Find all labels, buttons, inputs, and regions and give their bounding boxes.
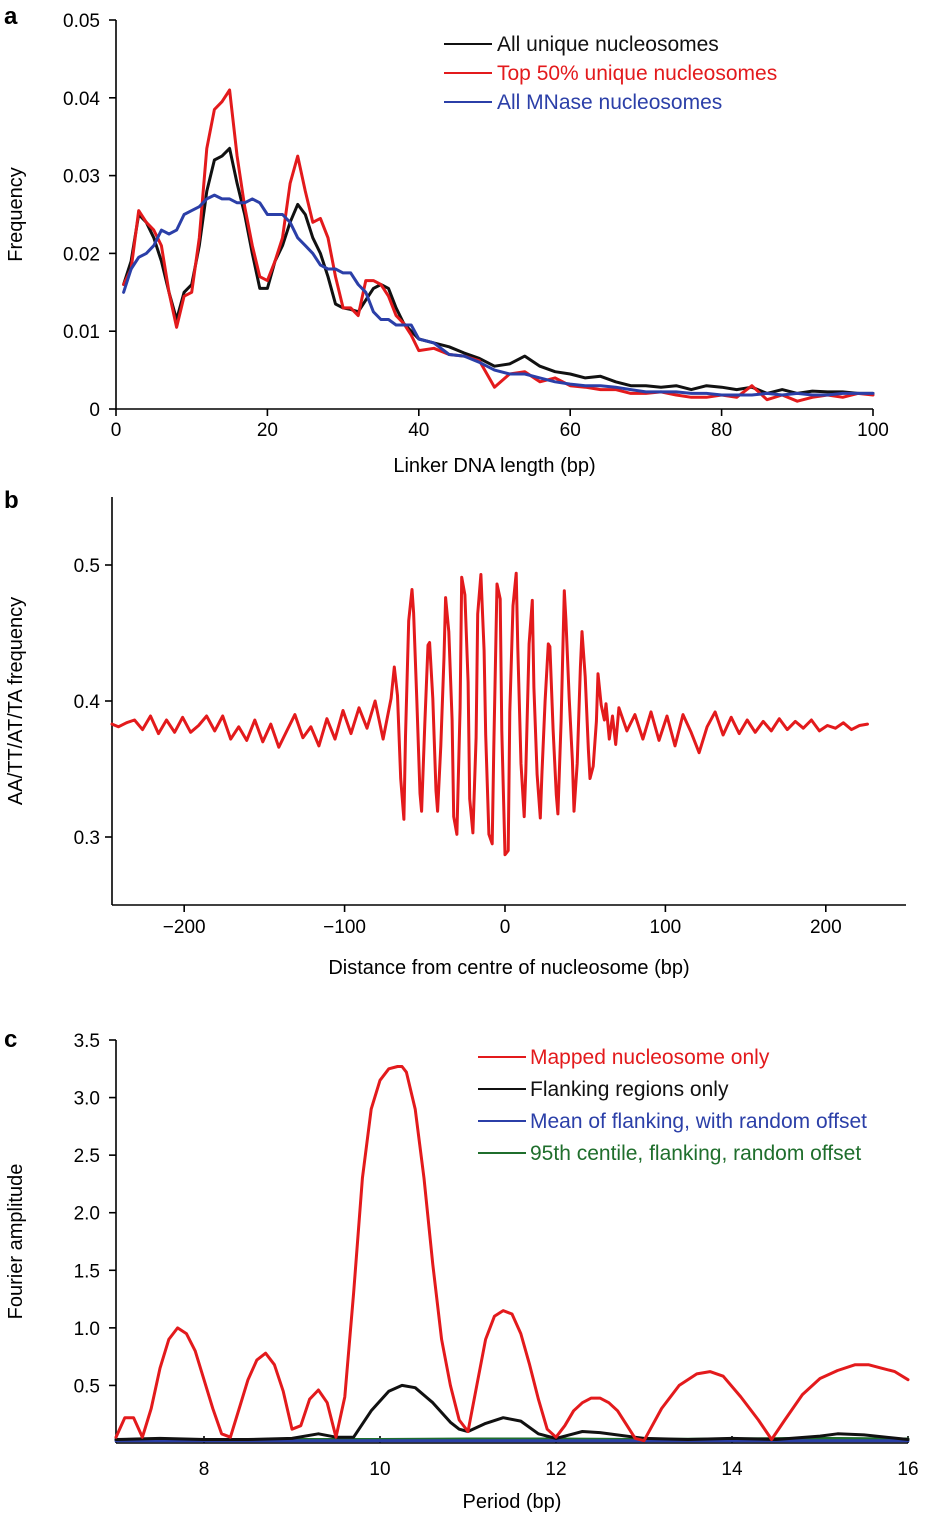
y-tick-label: 0.05 xyxy=(63,11,100,32)
y-tick-label: 0.02 xyxy=(63,244,100,265)
legend-label: Flanking regions only xyxy=(530,1078,729,1101)
legend-label: Mean of flanking, with random offset xyxy=(530,1110,867,1133)
panel-label-a: a xyxy=(4,3,18,30)
x-tick-label: 200 xyxy=(810,917,842,938)
x-tick-label: 100 xyxy=(857,420,889,441)
y-tick-label: 0.03 xyxy=(63,167,100,188)
x-tick-label: 100 xyxy=(650,917,682,938)
series-line xyxy=(114,1383,910,1441)
x-tick-label: 40 xyxy=(408,420,429,441)
series-line xyxy=(110,571,869,857)
x-tick-label: 12 xyxy=(545,1459,566,1480)
series-line xyxy=(114,1065,910,1443)
panel-b-chart: −200 −100 0 100 200 0.3 0.4 0.5 Distance from ce… xyxy=(5,497,906,979)
x-tick-label: 14 xyxy=(721,1459,743,1480)
legend-label: Mapped nucleosome only xyxy=(530,1046,770,1069)
y-axis-label: Frequency xyxy=(5,167,27,262)
x-tick-label: −200 xyxy=(163,917,206,938)
x-tick-label: −100 xyxy=(323,917,366,938)
x-axis-label: Distance from centre of nucleosome (bp) xyxy=(328,957,689,979)
y-axis-label: Fourier amplitude xyxy=(5,1164,27,1320)
panel-label-c: c xyxy=(4,1026,17,1053)
x-tick-label: 60 xyxy=(560,420,581,441)
x-tick-label: 0 xyxy=(500,917,511,938)
y-tick-label: 3.5 xyxy=(74,1031,100,1052)
legend-label: All unique nucleosomes xyxy=(497,33,719,56)
legend-label: Top 50% unique nucleosomes xyxy=(497,62,777,85)
legend-label: 95th centile, flanking, random offset xyxy=(530,1142,861,1165)
y-tick-label: 0.4 xyxy=(74,692,101,713)
y-tick-label: 0.3 xyxy=(74,828,100,849)
x-axis-label: Linker DNA length (bp) xyxy=(393,455,595,477)
panel-a-chart: 0 20 40 60 80 100 0 0.01 0.02 0.03 0.04 0.05 Linker … xyxy=(5,11,889,477)
x-axis-label: Period (bp) xyxy=(463,1491,562,1513)
x-tick-label: 16 xyxy=(897,1459,918,1480)
x-tick-label: 10 xyxy=(369,1459,390,1480)
y-tick-label: 3.0 xyxy=(74,1089,100,1110)
y-tick-label: 0 xyxy=(89,400,100,421)
y-tick-label: 0.5 xyxy=(74,1376,100,1397)
y-tick-label: 0.04 xyxy=(63,89,100,110)
y-axis-label: AA/TT/AT/TA frequency xyxy=(5,597,27,805)
series-line xyxy=(122,146,875,395)
x-tick-label: 20 xyxy=(257,420,278,441)
panel-label-b: b xyxy=(4,487,19,514)
series-line xyxy=(122,193,875,397)
x-tick-label: 80 xyxy=(711,420,732,441)
y-tick-label: 0.5 xyxy=(74,556,100,577)
legend-label: All MNase nucleosomes xyxy=(497,91,722,114)
y-tick-label: 2.0 xyxy=(74,1204,100,1225)
y-tick-label: 0.01 xyxy=(63,322,100,343)
panel-c-chart: 8 10 12 14 16 0.5 1.0 1.5 2.0 2.5 3.0 3.5 Period (bp… xyxy=(5,1031,919,1513)
y-tick-label: 1.0 xyxy=(74,1319,100,1340)
y-tick-label: 2.5 xyxy=(74,1146,100,1167)
x-tick-label: 8 xyxy=(199,1459,210,1480)
series-line xyxy=(122,88,875,403)
y-tick-label: 1.5 xyxy=(74,1261,100,1282)
x-tick-label: 0 xyxy=(111,420,122,441)
